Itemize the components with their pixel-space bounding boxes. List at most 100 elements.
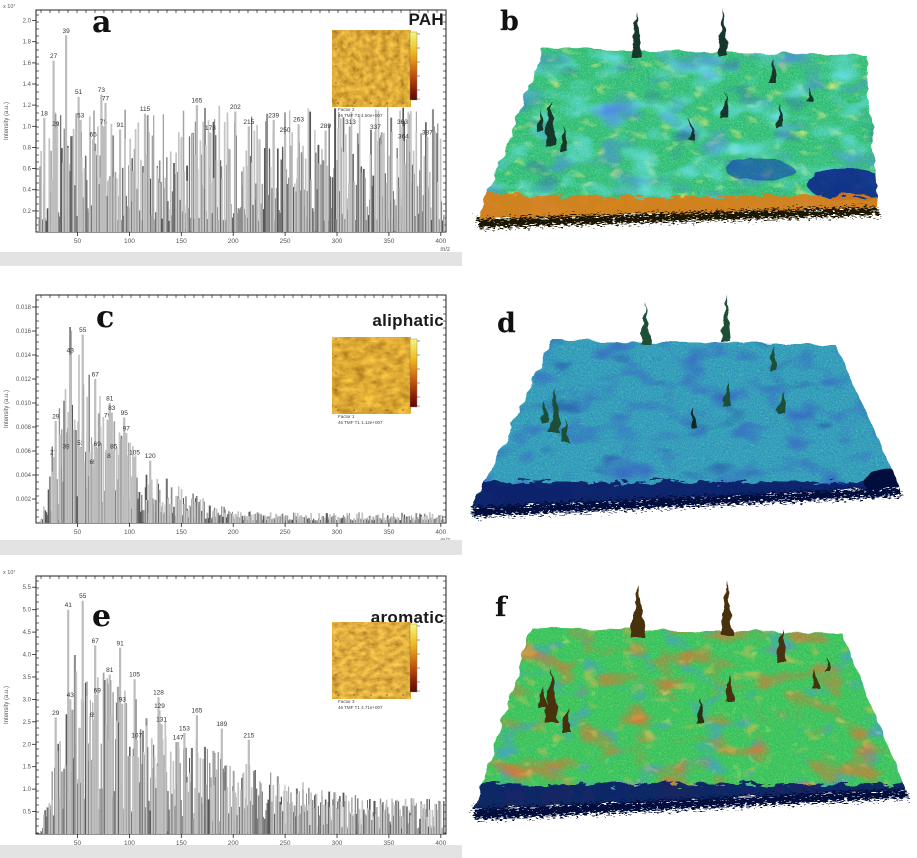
svg-text:18: 18 bbox=[41, 110, 49, 117]
afm-image bbox=[338, 339, 404, 407]
svg-text:x 10⁷: x 10⁷ bbox=[3, 3, 15, 10]
svg-text:0.012: 0.012 bbox=[16, 377, 32, 383]
svg-text:215: 215 bbox=[243, 732, 254, 739]
surface-3d-d bbox=[472, 294, 902, 517]
svg-text:1.4: 1.4 bbox=[23, 82, 32, 88]
svg-text:0.8: 0.8 bbox=[23, 145, 32, 151]
svg-text:79: 79 bbox=[104, 412, 112, 419]
inset-colorbar bbox=[409, 623, 418, 693]
spectrum-svg-a: 18 27 29 39 51 53 65 73 75 77 91 115 165 178 202 215 239… bbox=[3, 3, 450, 253]
svg-text:41: 41 bbox=[65, 602, 73, 609]
svg-text:65: 65 bbox=[89, 459, 97, 466]
inset-colorbar bbox=[409, 338, 418, 408]
svg-text:Intensity (a.u.): Intensity (a.u.) bbox=[4, 390, 10, 428]
inset-ticks bbox=[335, 338, 404, 411]
svg-text:215: 215 bbox=[243, 119, 254, 126]
inset-caption-line1: Factor 2 bbox=[338, 107, 355, 112]
svg-text:300: 300 bbox=[332, 529, 343, 536]
svg-text:1.6: 1.6 bbox=[23, 61, 32, 67]
svg-text:100: 100 bbox=[124, 840, 135, 847]
svg-text:2.0: 2.0 bbox=[23, 19, 32, 25]
svg-text:51: 51 bbox=[75, 89, 83, 96]
svg-text:0.5: 0.5 bbox=[23, 810, 32, 816]
svg-text:100: 100 bbox=[124, 529, 135, 536]
svg-text:147: 147 bbox=[173, 735, 184, 742]
svg-text:27: 27 bbox=[50, 53, 58, 60]
svg-text:363: 363 bbox=[397, 119, 408, 126]
svg-text:400: 400 bbox=[435, 840, 446, 847]
svg-text:50: 50 bbox=[74, 238, 82, 245]
svg-text:53: 53 bbox=[77, 112, 85, 119]
spectrum-svg-c: 2729394353556567697981828385959710512050… bbox=[4, 294, 450, 544]
svg-text:95: 95 bbox=[121, 410, 129, 417]
svg-text:27: 27 bbox=[50, 450, 58, 457]
svg-text:1.8: 1.8 bbox=[23, 40, 32, 46]
svg-text:263: 263 bbox=[293, 117, 304, 124]
svg-text:100: 100 bbox=[124, 238, 135, 245]
svg-text:350: 350 bbox=[383, 529, 394, 536]
colorbar-ticks bbox=[417, 625, 420, 692]
panel-c: 27 29 39 43 53 55 65 67 69 79 81 82 83 85 95 97 105 120 50… bbox=[0, 287, 462, 558]
svg-text:3.0: 3.0 bbox=[23, 697, 32, 703]
panel-letter-f: f bbox=[495, 592, 507, 623]
svg-text:250: 250 bbox=[280, 840, 291, 847]
svg-text:39: 39 bbox=[62, 444, 70, 451]
svg-text:0.002: 0.002 bbox=[16, 497, 32, 503]
svg-text:83: 83 bbox=[108, 405, 116, 412]
svg-text:Intensity (a.u.): Intensity (a.u.) bbox=[4, 102, 10, 140]
svg-text:29: 29 bbox=[52, 121, 60, 128]
svg-text:178: 178 bbox=[205, 125, 216, 132]
inset-ticks bbox=[335, 623, 404, 696]
svg-text:97: 97 bbox=[123, 426, 131, 433]
svg-text:67: 67 bbox=[92, 372, 100, 379]
svg-text:250: 250 bbox=[280, 529, 291, 536]
svg-text:153: 153 bbox=[179, 726, 190, 733]
svg-text:387: 387 bbox=[422, 129, 433, 136]
svg-text:0.018: 0.018 bbox=[16, 305, 32, 311]
inset-caption-line2: 46 TMF T1 4.71e+007 bbox=[338, 705, 383, 710]
svg-text:2.0: 2.0 bbox=[23, 742, 32, 748]
svg-text:202: 202 bbox=[230, 104, 241, 111]
svg-text:4.5: 4.5 bbox=[23, 630, 32, 636]
svg-text:91: 91 bbox=[116, 640, 124, 647]
svg-text:50: 50 bbox=[74, 529, 82, 536]
svg-text:165: 165 bbox=[191, 98, 202, 105]
panel-b: b bbox=[460, 0, 917, 278]
panel-f: f bbox=[460, 558, 917, 858]
svg-text:67: 67 bbox=[92, 638, 100, 645]
svg-text:200: 200 bbox=[228, 840, 239, 847]
panel-d: d bbox=[460, 282, 917, 562]
svg-text:200: 200 bbox=[228, 238, 239, 245]
svg-text:43: 43 bbox=[67, 348, 75, 355]
svg-text:364: 364 bbox=[398, 134, 409, 141]
svg-text:53: 53 bbox=[77, 440, 85, 447]
scale-strip-a bbox=[0, 252, 462, 266]
surface-bottom-fringe bbox=[472, 487, 902, 517]
inset-caption-line1: Factor 3 bbox=[338, 699, 355, 704]
svg-text:39: 39 bbox=[62, 28, 70, 35]
class-label-aromatic: aromatic bbox=[370, 608, 444, 627]
svg-text:1.0: 1.0 bbox=[23, 124, 32, 130]
svg-text:65: 65 bbox=[89, 132, 97, 139]
surface-texture bbox=[474, 628, 906, 810]
panel-letter-d: d bbox=[497, 308, 516, 339]
afm-inset-e: Factor 3 46 TMF T1 4.71e+007 bbox=[335, 623, 420, 710]
svg-text:75: 75 bbox=[100, 119, 108, 126]
svg-text:350: 350 bbox=[383, 238, 394, 245]
scale-strip-e bbox=[0, 845, 462, 858]
svg-text:400: 400 bbox=[435, 238, 446, 245]
svg-text:115: 115 bbox=[140, 106, 151, 113]
afm-image bbox=[338, 32, 404, 100]
svg-text:77: 77 bbox=[102, 96, 110, 103]
inset-caption-line2: 46 TMF T1 1.12e+007 bbox=[338, 420, 383, 425]
svg-text:400: 400 bbox=[435, 529, 446, 536]
surface-bottom-fringe bbox=[478, 207, 880, 228]
svg-text:1.2: 1.2 bbox=[23, 103, 32, 109]
inset-colorbar bbox=[409, 31, 418, 101]
svg-text:0.006: 0.006 bbox=[16, 449, 32, 455]
svg-text:313: 313 bbox=[345, 119, 356, 126]
svg-text:150: 150 bbox=[176, 840, 187, 847]
class-label-aliphatic: aliphatic bbox=[372, 311, 444, 330]
panel-a: 18 27 29 39 51 53 65 73 75 77 91 115 165 178 202 215 239… bbox=[0, 0, 462, 268]
